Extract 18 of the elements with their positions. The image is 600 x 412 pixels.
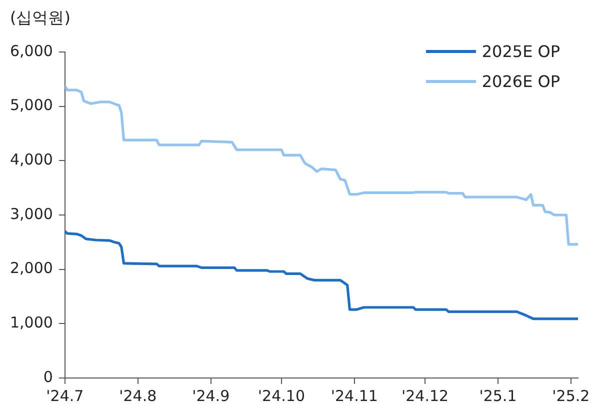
y-tick-label: 4,000 <box>10 150 53 169</box>
y-tick-label: 5,000 <box>10 96 53 114</box>
y-tick-label: 3,000 <box>10 204 53 223</box>
y-tick-label: 1,000 <box>10 314 53 332</box>
y-tick-label: 2,000 <box>10 259 53 278</box>
legend-label: 2025E OP <box>482 42 560 60</box>
x-tick-label: '25.2 <box>552 386 590 405</box>
y-tick-label: 6,000 <box>10 42 53 60</box>
x-tick-label: '24.12 <box>401 386 449 405</box>
y-tick-label: 0 <box>43 368 53 386</box>
legend-label: 2026E OP <box>482 72 560 90</box>
x-tick-label: '25.1 <box>479 386 517 405</box>
x-tick-label: '24.11 <box>330 386 378 405</box>
y-axis-title: (십억원) <box>10 8 70 29</box>
x-tick-label: '24.9 <box>192 386 230 405</box>
x-tick-label: '24.8 <box>119 386 157 405</box>
x-tick-label: '24.7 <box>46 386 84 405</box>
x-tick-label: '24.10 <box>258 386 305 405</box>
